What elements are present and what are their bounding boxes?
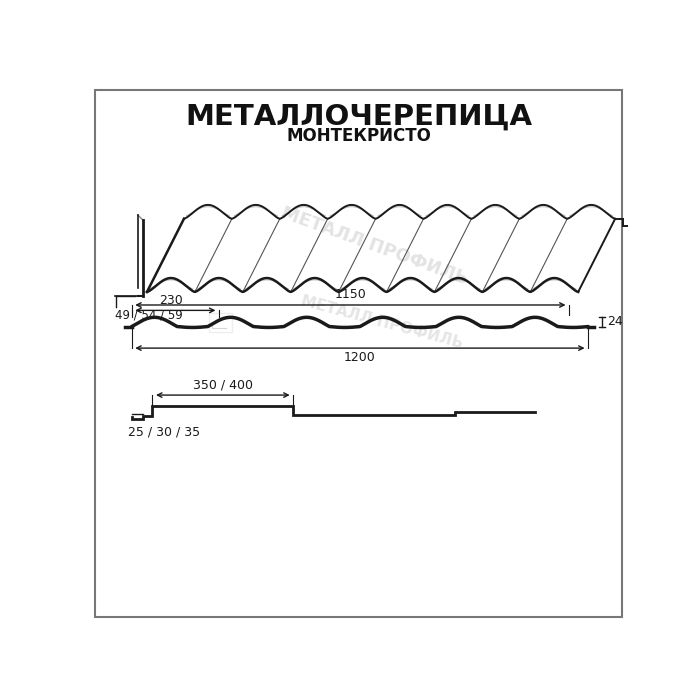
Bar bbox=[209, 313, 232, 332]
Text: 350 / 400: 350 / 400 bbox=[193, 379, 253, 392]
Text: МОНТЕКРИСТО: МОНТЕКРИСТО bbox=[286, 127, 431, 146]
Text: 1200: 1200 bbox=[344, 351, 376, 364]
Text: 49 / 54 / 59: 49 / 54 / 59 bbox=[115, 309, 183, 322]
Text: МЕТАЛЛОЧЕРЕПИЦА: МЕТАЛЛОЧЕРЕПИЦА bbox=[186, 102, 532, 130]
Text: 24: 24 bbox=[607, 316, 622, 328]
Text: 1150: 1150 bbox=[335, 288, 366, 301]
Text: 230: 230 bbox=[159, 294, 183, 307]
Text: 25 / 30 / 35: 25 / 30 / 35 bbox=[127, 425, 200, 438]
Text: МЕТАЛЛ ПРОФИЛЬ: МЕТАЛЛ ПРОФИЛЬ bbox=[279, 204, 470, 288]
Text: МЕТАЛЛ ПРОФИЛЬ: МЕТАЛЛ ПРОФИЛЬ bbox=[299, 294, 465, 351]
